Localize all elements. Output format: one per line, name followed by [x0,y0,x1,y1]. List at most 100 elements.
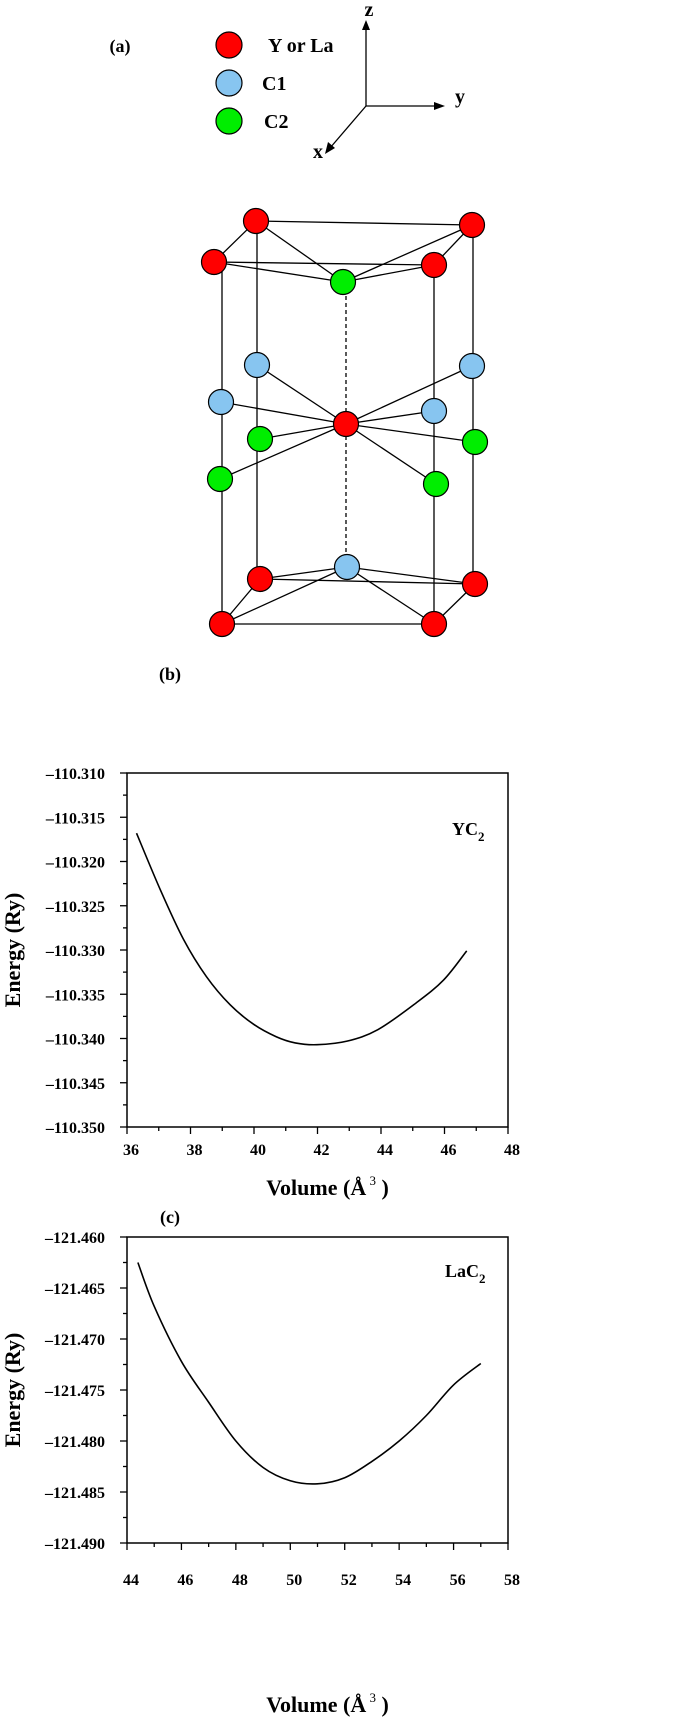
bond-line [346,566,435,625]
legend-marker-y-or-la [215,31,243,59]
bond-line [259,578,476,585]
legend-label: C2 [264,111,288,133]
c2-atom [461,428,489,456]
x-tick-label: 50 [286,1572,302,1589]
y-tick-label: –121.470 [44,1332,105,1349]
c2-atom [422,470,450,498]
x-tick-label: 54 [395,1572,411,1589]
y-tick-label: –121.485 [44,1485,105,1502]
y-tick-label: –121.490 [44,1536,105,1553]
panel-label-a: (a) [110,36,131,57]
metal-atom [242,207,270,235]
panel-a-structure: (a) Y or La C1 C2 z y x [110,0,489,638]
y-axis-label: Energy (Ry) [0,1333,25,1448]
energy-volume-curve [137,1262,482,1485]
y-tick-label: –110.335 [45,987,105,1004]
x-arrow-icon [325,142,335,154]
metal-atom [420,251,448,279]
chart-c: (c) –121.460 –121.465 –121.470 –121.475 –121.… [0,1207,520,1717]
metal-atom [246,565,274,593]
z-arrow-icon [362,20,370,30]
bond-line [345,423,437,485]
x-tick-label: 58 [504,1572,520,1589]
metal-atom [461,570,489,598]
bond-line [213,261,435,266]
legend-label: C1 [262,73,286,95]
bond-line [346,566,476,585]
y-tick-label: –110.310 [45,766,105,783]
bond-line [259,423,347,440]
x-tick-label: 36 [123,1142,139,1159]
compound-label: LaC2 [445,1261,486,1286]
x-tick-label: 46 [177,1572,193,1589]
axis-label-z: z [365,0,374,21]
x-tick-label: 48 [504,1142,520,1159]
bonds [213,220,476,625]
y-tick-label: –121.480 [44,1434,105,1451]
y-tick-label: –110.350 [45,1120,105,1137]
axis-label-y: y [455,86,465,108]
bond-line [345,365,473,425]
bond-line [213,261,344,283]
plot-frame [126,772,509,1128]
metal-atom [200,248,228,276]
coordinate-axes [329,26,438,149]
bond-line [259,566,348,580]
y-axis-label: Energy (Ry) [0,893,25,1008]
y-tick-label: –110.325 [45,899,105,916]
bond-line [221,566,348,625]
metal-atom [458,211,486,239]
x-tick-label: 44 [377,1142,393,1159]
y-tick-label: –110.330 [45,943,105,960]
c1-atom [333,553,361,581]
y-tick-label: –121.465 [44,1281,105,1298]
x-tick-label: 52 [341,1572,357,1589]
y-tick-label: –121.475 [44,1383,105,1400]
x-axis-label: Volume (Å 3 ) [266,1690,389,1717]
energy-volume-curve [135,832,468,1046]
compound-label: YC2 [452,819,485,844]
x-tick-label: 46 [441,1142,457,1159]
chart-b: (b) –110.310 –110.315 –110.320 –110.325 –110.… [0,664,520,1200]
x-tick-label: 40 [250,1142,266,1159]
bond-line [345,423,476,443]
c1-atom [420,397,448,425]
panel-label: (c) [160,1207,180,1228]
legend-label: Y or La [268,35,334,57]
bond-line [342,224,473,283]
bond-line [255,220,473,226]
bond-line [345,410,435,425]
y-tick-label: –110.320 [45,855,105,872]
c1-atom [207,388,235,416]
bond-line [255,220,344,283]
axis-label-x: x [313,141,323,163]
bond-line [342,264,435,283]
y-tick-label: –110.315 [45,810,105,827]
x-axis-line [329,105,367,149]
c1-atom [458,352,486,380]
y-tick-label: –110.340 [45,1032,105,1049]
legend-marker-c1 [215,69,243,97]
metal-atom [208,610,236,638]
panel-label: (b) [159,664,181,685]
x-tick-label: 38 [187,1142,203,1159]
bond-line [220,401,347,425]
c2-atom [246,425,274,453]
metal-atom [420,610,448,638]
y-arrow-icon [434,102,445,110]
x-tick-label: 56 [450,1572,466,1589]
x-tick-label: 44 [123,1572,139,1589]
c2-atom [329,268,357,296]
x-tick-label: 42 [314,1142,330,1159]
y-tick-label: –121.460 [44,1230,105,1247]
legend-marker-c2 [215,107,243,135]
plot-frame [126,1236,509,1544]
y-tick-label: –110.345 [45,1076,105,1093]
metal-atom [332,410,360,438]
c2-atom [206,465,234,493]
c1-atom [243,351,271,379]
bond-line [219,423,347,480]
x-axis-label: Volume (Å 3 ) [266,1173,389,1200]
bond-line [256,364,347,425]
